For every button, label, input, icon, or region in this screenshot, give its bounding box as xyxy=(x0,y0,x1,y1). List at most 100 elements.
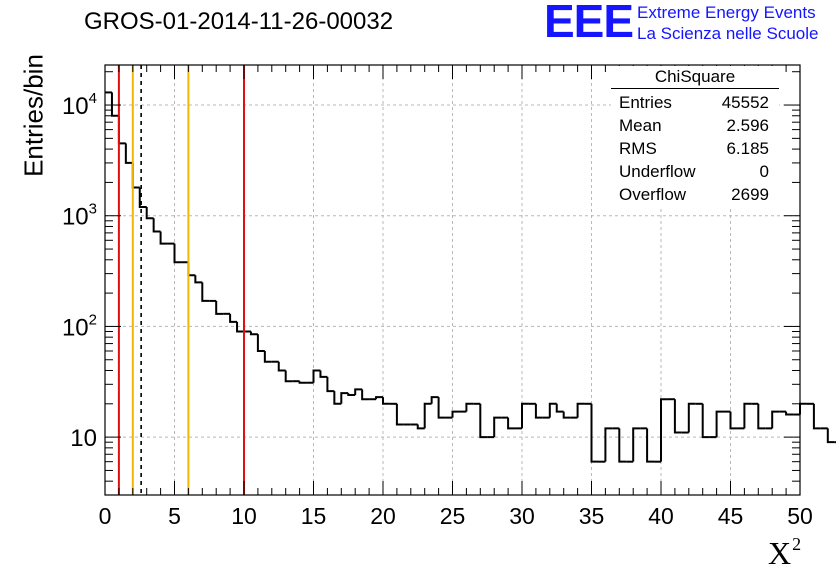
histogram-bin xyxy=(423,402,432,429)
stats-value: 2699 xyxy=(731,185,769,204)
histogram-bin xyxy=(173,243,182,264)
grid xyxy=(105,65,800,495)
y-tick-label: 104 xyxy=(62,90,97,120)
histogram-bin xyxy=(771,410,780,429)
histogram-bin xyxy=(229,313,238,323)
x-tick-label: 40 xyxy=(648,503,674,529)
logo-line-2: La Scienza nelle Scuole xyxy=(637,24,819,43)
y-tick-base: 10 xyxy=(62,314,89,341)
histogram-bin xyxy=(687,402,696,433)
y-tick-base: 10 xyxy=(62,93,89,120)
histogram-bin xyxy=(562,411,571,419)
stats-divider xyxy=(611,88,779,89)
histogram-bin xyxy=(312,369,321,383)
stats-box: ChiSquare Entries 45552 Mean 2.596 RMS 6… xyxy=(611,66,779,206)
histogram-bin xyxy=(660,398,668,462)
x-tick-label: 50 xyxy=(787,503,813,529)
y-tick-label: 102 xyxy=(62,311,97,341)
histogram-bin xyxy=(632,427,641,462)
histogram-bin xyxy=(249,331,258,336)
stats-value: 2.596 xyxy=(726,116,769,135)
histogram-bin xyxy=(646,428,655,463)
x-tick-label: 10 xyxy=(231,503,257,529)
histogram-bin xyxy=(298,381,307,384)
histogram-bin xyxy=(326,376,335,393)
stats-label: Mean xyxy=(619,116,662,135)
histogram-bin xyxy=(124,143,133,164)
histogram-bin xyxy=(618,428,627,463)
y-tick-exponent: 4 xyxy=(89,90,97,107)
histogram-bin xyxy=(576,402,585,418)
y-tick-base: 10 xyxy=(70,425,97,452)
x-tick-label: 20 xyxy=(370,503,396,529)
histogram-bin xyxy=(548,402,557,418)
stats-value: 6.185 xyxy=(726,139,769,158)
eee-logo: EEE xyxy=(544,0,634,47)
histogram-bin xyxy=(201,282,210,302)
histogram-bin xyxy=(437,397,446,419)
y-tick-label: 103 xyxy=(62,201,97,231)
histogram-bin xyxy=(493,416,502,438)
histogram-bin xyxy=(604,427,613,462)
stats-label: Underflow xyxy=(619,162,696,181)
x-tick-label: 30 xyxy=(509,503,535,529)
histogram-bin xyxy=(110,92,119,117)
histogram-bin xyxy=(395,403,404,426)
histogram-bin xyxy=(785,411,794,416)
stats-label: RMS xyxy=(619,139,657,158)
stats-value: 0 xyxy=(759,162,769,181)
stats-label: Overflow xyxy=(619,185,687,204)
y-tick-base: 10 xyxy=(62,204,89,231)
histogram-bin xyxy=(361,389,370,401)
histogram-bin xyxy=(277,361,286,372)
x-tick-label: 15 xyxy=(301,503,327,529)
histogram-bin xyxy=(521,402,529,429)
histogram-bin xyxy=(256,334,265,352)
histogram-bin xyxy=(555,403,564,413)
histogram-bin xyxy=(333,391,342,405)
histogram-bin xyxy=(799,402,807,415)
histogram-bin xyxy=(743,402,752,429)
histogram-bin xyxy=(479,403,488,439)
histogram-bin xyxy=(507,417,516,430)
stats-label: Entries xyxy=(619,93,672,112)
x-axis-label-base: X xyxy=(768,535,792,571)
histogram-bin xyxy=(152,218,161,233)
histogram-bin xyxy=(354,388,363,396)
histogram-bin xyxy=(263,350,272,363)
x-tick-label: 25 xyxy=(440,503,466,529)
x-tick-label: 45 xyxy=(718,503,744,529)
histogram-bin xyxy=(236,321,244,333)
histogram-bin xyxy=(375,396,383,400)
histogram-bin xyxy=(812,403,821,430)
histogram-bin xyxy=(382,397,390,405)
stats-title: ChiSquare xyxy=(654,67,736,86)
x-axis-label: X2 xyxy=(768,534,801,572)
x-axis-label-superscript: 2 xyxy=(792,534,802,554)
histogram-bin xyxy=(319,370,328,378)
x-tick-label: 0 xyxy=(99,503,112,529)
histogram-bin xyxy=(159,231,168,245)
x-tick-label: 35 xyxy=(579,503,605,529)
histogram-bin xyxy=(590,403,599,463)
histogram-bin xyxy=(215,300,224,315)
histogram-bin xyxy=(701,403,710,439)
stats-value: 45552 xyxy=(721,93,769,112)
histogram-bin xyxy=(729,411,738,430)
histogram-bin xyxy=(347,393,356,397)
histogram-bin xyxy=(534,403,543,419)
histogram-bin xyxy=(284,370,293,383)
y-axis-label: Entries/bin xyxy=(18,54,49,177)
histogram-bin xyxy=(715,410,724,438)
threshold-lines xyxy=(117,65,245,495)
logo-line-1: Extreme Energy Events xyxy=(637,3,816,22)
histogram-bin xyxy=(187,262,196,277)
histogram-bin xyxy=(194,275,203,284)
histogram-bin xyxy=(451,410,460,418)
x-tick-label: 5 xyxy=(168,503,181,529)
histogram-bin xyxy=(430,396,439,404)
histogram-bin xyxy=(826,428,835,444)
y-tick-exponent: 3 xyxy=(89,201,97,218)
